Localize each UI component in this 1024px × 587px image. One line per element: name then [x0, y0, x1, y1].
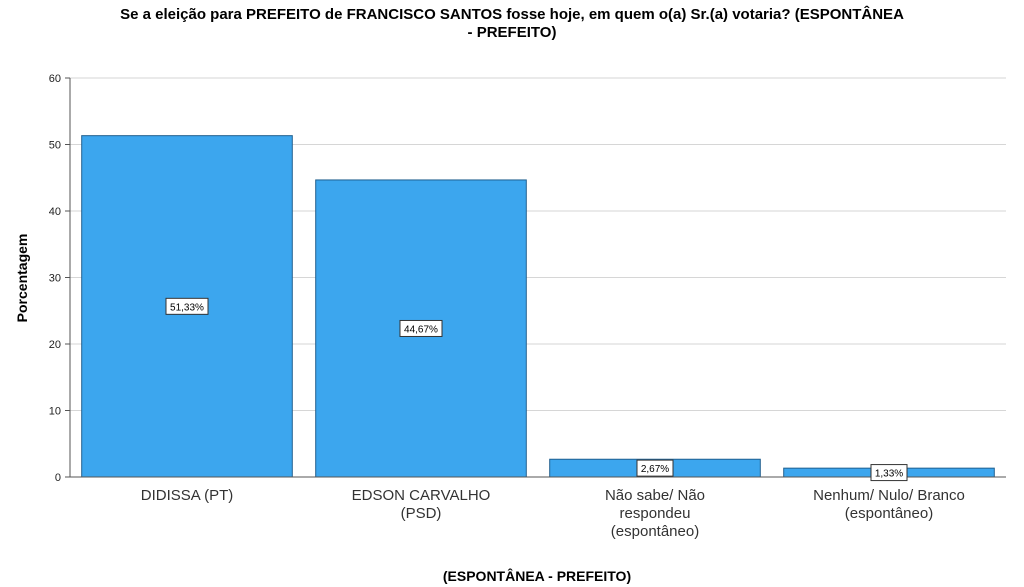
data-label: 51,33%	[170, 302, 204, 313]
x-tick-label: DIDISSA (PT)	[141, 487, 234, 504]
chart-title-line-2: - PREFEITO)	[467, 24, 557, 41]
data-label: 2,67%	[641, 464, 669, 475]
x-tick-label: respondeu	[620, 505, 691, 522]
y-axis-title: Porcentagem	[14, 234, 30, 323]
y-tick-label: 50	[49, 140, 61, 152]
y-tick-label: 30	[49, 273, 61, 285]
x-tick-label: Nenhum/ Nulo/ Branco	[813, 487, 965, 504]
data-label-box	[870, 464, 908, 482]
y-tick-label: 20	[49, 339, 61, 351]
y-tick-label: 10	[49, 406, 61, 418]
x-tick-label: (PSD)	[401, 505, 442, 522]
data-label: 44,67%	[404, 324, 438, 335]
x-tick-label: EDSON CARVALHO	[352, 487, 491, 504]
x-tick-label: (espontâneo)	[845, 505, 933, 522]
x-tick-label: (espontâneo)	[611, 523, 699, 540]
chart-title: Se a eleição para PREFEITO de FRANCISCO …	[0, 6, 1024, 42]
data-label-box	[165, 297, 209, 315]
data-label-box	[636, 459, 674, 477]
data-label-box	[399, 319, 443, 337]
y-tick-label: 0	[55, 472, 61, 484]
x-tick-label: Não sabe/ Não	[605, 487, 705, 504]
x-axis-title: (ESPONTÂNEA - PREFEITO)	[443, 567, 631, 584]
chart-title-line-1: Se a eleição para PREFEITO de FRANCISCO …	[120, 6, 904, 23]
data-labels: 51,33% 44,67% 2,67% 1,33%	[165, 297, 908, 482]
bars	[81, 135, 995, 478]
data-label: 1,33%	[875, 469, 903, 480]
y-tick-label: 40	[49, 206, 61, 218]
y-tick-label: 60	[49, 73, 61, 85]
